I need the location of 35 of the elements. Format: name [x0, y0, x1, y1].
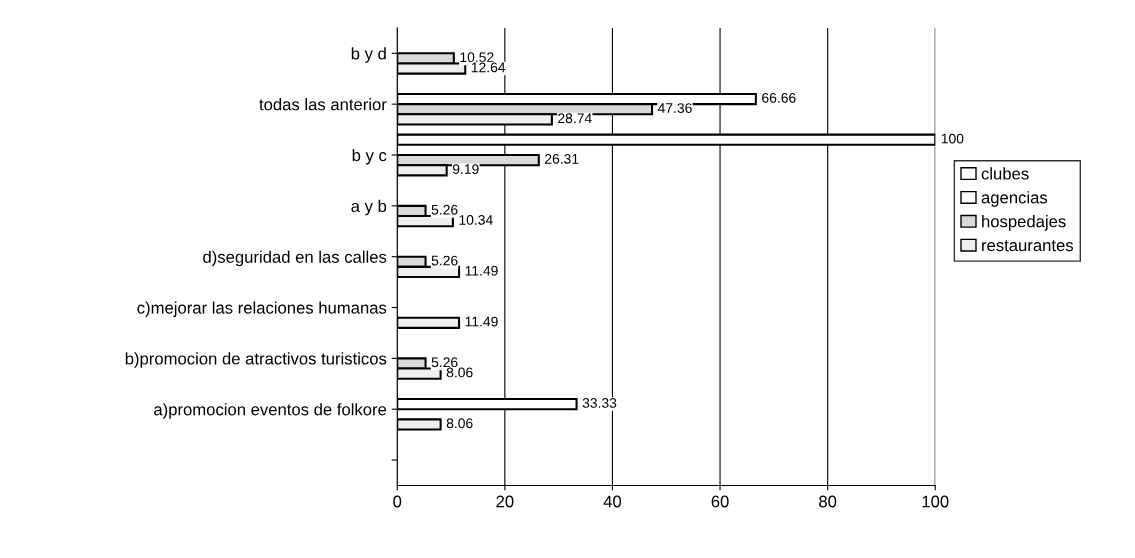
data-label: 12.64 — [471, 62, 506, 73]
legend-label: hospedajes — [982, 215, 1066, 231]
y-tick-label: a)promocion eventos de folkore — [154, 403, 387, 419]
y-tick-label: b)promocion de atractivos turisticos — [125, 352, 387, 368]
x-tick-label: 0 — [393, 495, 402, 508]
y-tick-label: todas las anterior — [259, 98, 387, 111]
data-label: 8.06 — [446, 418, 473, 429]
data-label: 28.74 — [558, 113, 592, 124]
x-tick-label: 80 — [819, 495, 837, 508]
y-tick-label: c)mejorar las relaciones humanas — [137, 301, 387, 318]
data-label: 26.31 — [545, 153, 579, 164]
legend-label: agencias — [981, 191, 1048, 207]
data-label: 10.34 — [459, 214, 493, 225]
data-label: 11.49 — [465, 265, 498, 276]
legend-label: restaurantes — [982, 240, 1074, 252]
x-tick-label: 100 — [922, 495, 949, 508]
data-label: 9.19 — [452, 164, 479, 174]
data-label: 5.26 — [431, 357, 458, 368]
y-tick-label: d)seguridad en las calles — [203, 250, 387, 267]
data-label: 47.36 — [657, 103, 692, 113]
y-tick-label: b y c — [352, 148, 387, 165]
y-tick-label: b y d — [351, 47, 386, 63]
data-label: 5.26 — [431, 204, 458, 215]
data-label: 66.66 — [762, 92, 796, 103]
x-tick-label: 20 — [496, 495, 514, 508]
x-tick-label: 60 — [711, 495, 729, 508]
data-label: 10.52 — [460, 52, 494, 63]
data-label: 11.49 — [465, 316, 498, 327]
data-label: 8.06 — [446, 367, 473, 378]
data-label: 100 — [941, 133, 964, 144]
x-tick-label: 40 — [603, 495, 622, 508]
data-label: 5.26 — [431, 255, 458, 266]
legend-label: clubes — [981, 167, 1029, 180]
data-label: 33.33 — [582, 398, 617, 408]
y-tick-label: a y b — [351, 199, 387, 216]
